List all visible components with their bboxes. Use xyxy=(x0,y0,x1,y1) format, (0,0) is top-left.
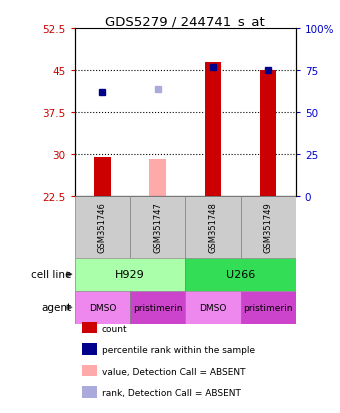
Bar xyxy=(94,157,111,196)
Bar xyxy=(130,196,185,258)
Text: GSM351747: GSM351747 xyxy=(153,202,162,252)
Text: percentile rank within the sample: percentile rank within the sample xyxy=(102,345,255,354)
Text: rank, Detection Call = ABSENT: rank, Detection Call = ABSENT xyxy=(102,388,241,397)
Bar xyxy=(205,62,221,196)
Bar xyxy=(185,196,241,258)
Bar xyxy=(75,196,130,258)
Bar xyxy=(260,71,276,196)
Text: count: count xyxy=(102,324,128,333)
Text: value, Detection Call = ABSENT: value, Detection Call = ABSENT xyxy=(102,367,245,376)
Text: GSM351748: GSM351748 xyxy=(208,202,217,252)
Text: pristimerin: pristimerin xyxy=(133,303,183,312)
Text: GSM351749: GSM351749 xyxy=(264,202,273,252)
Bar xyxy=(185,258,296,291)
Text: cell line: cell line xyxy=(31,270,71,280)
Text: GSM351746: GSM351746 xyxy=(98,202,107,252)
Text: DMSO: DMSO xyxy=(89,303,116,312)
Bar xyxy=(241,196,296,258)
Text: DMSO: DMSO xyxy=(199,303,227,312)
Bar xyxy=(130,291,185,324)
Bar xyxy=(75,291,130,324)
Text: agent: agent xyxy=(41,303,71,313)
Bar xyxy=(241,291,296,324)
Bar xyxy=(75,258,185,291)
Text: pristimerin: pristimerin xyxy=(243,303,293,312)
Title: GDS5279 / 244741_s_at: GDS5279 / 244741_s_at xyxy=(105,15,265,28)
Text: U266: U266 xyxy=(226,270,255,280)
Bar xyxy=(149,160,166,196)
Bar xyxy=(185,291,241,324)
Text: H929: H929 xyxy=(115,270,145,280)
